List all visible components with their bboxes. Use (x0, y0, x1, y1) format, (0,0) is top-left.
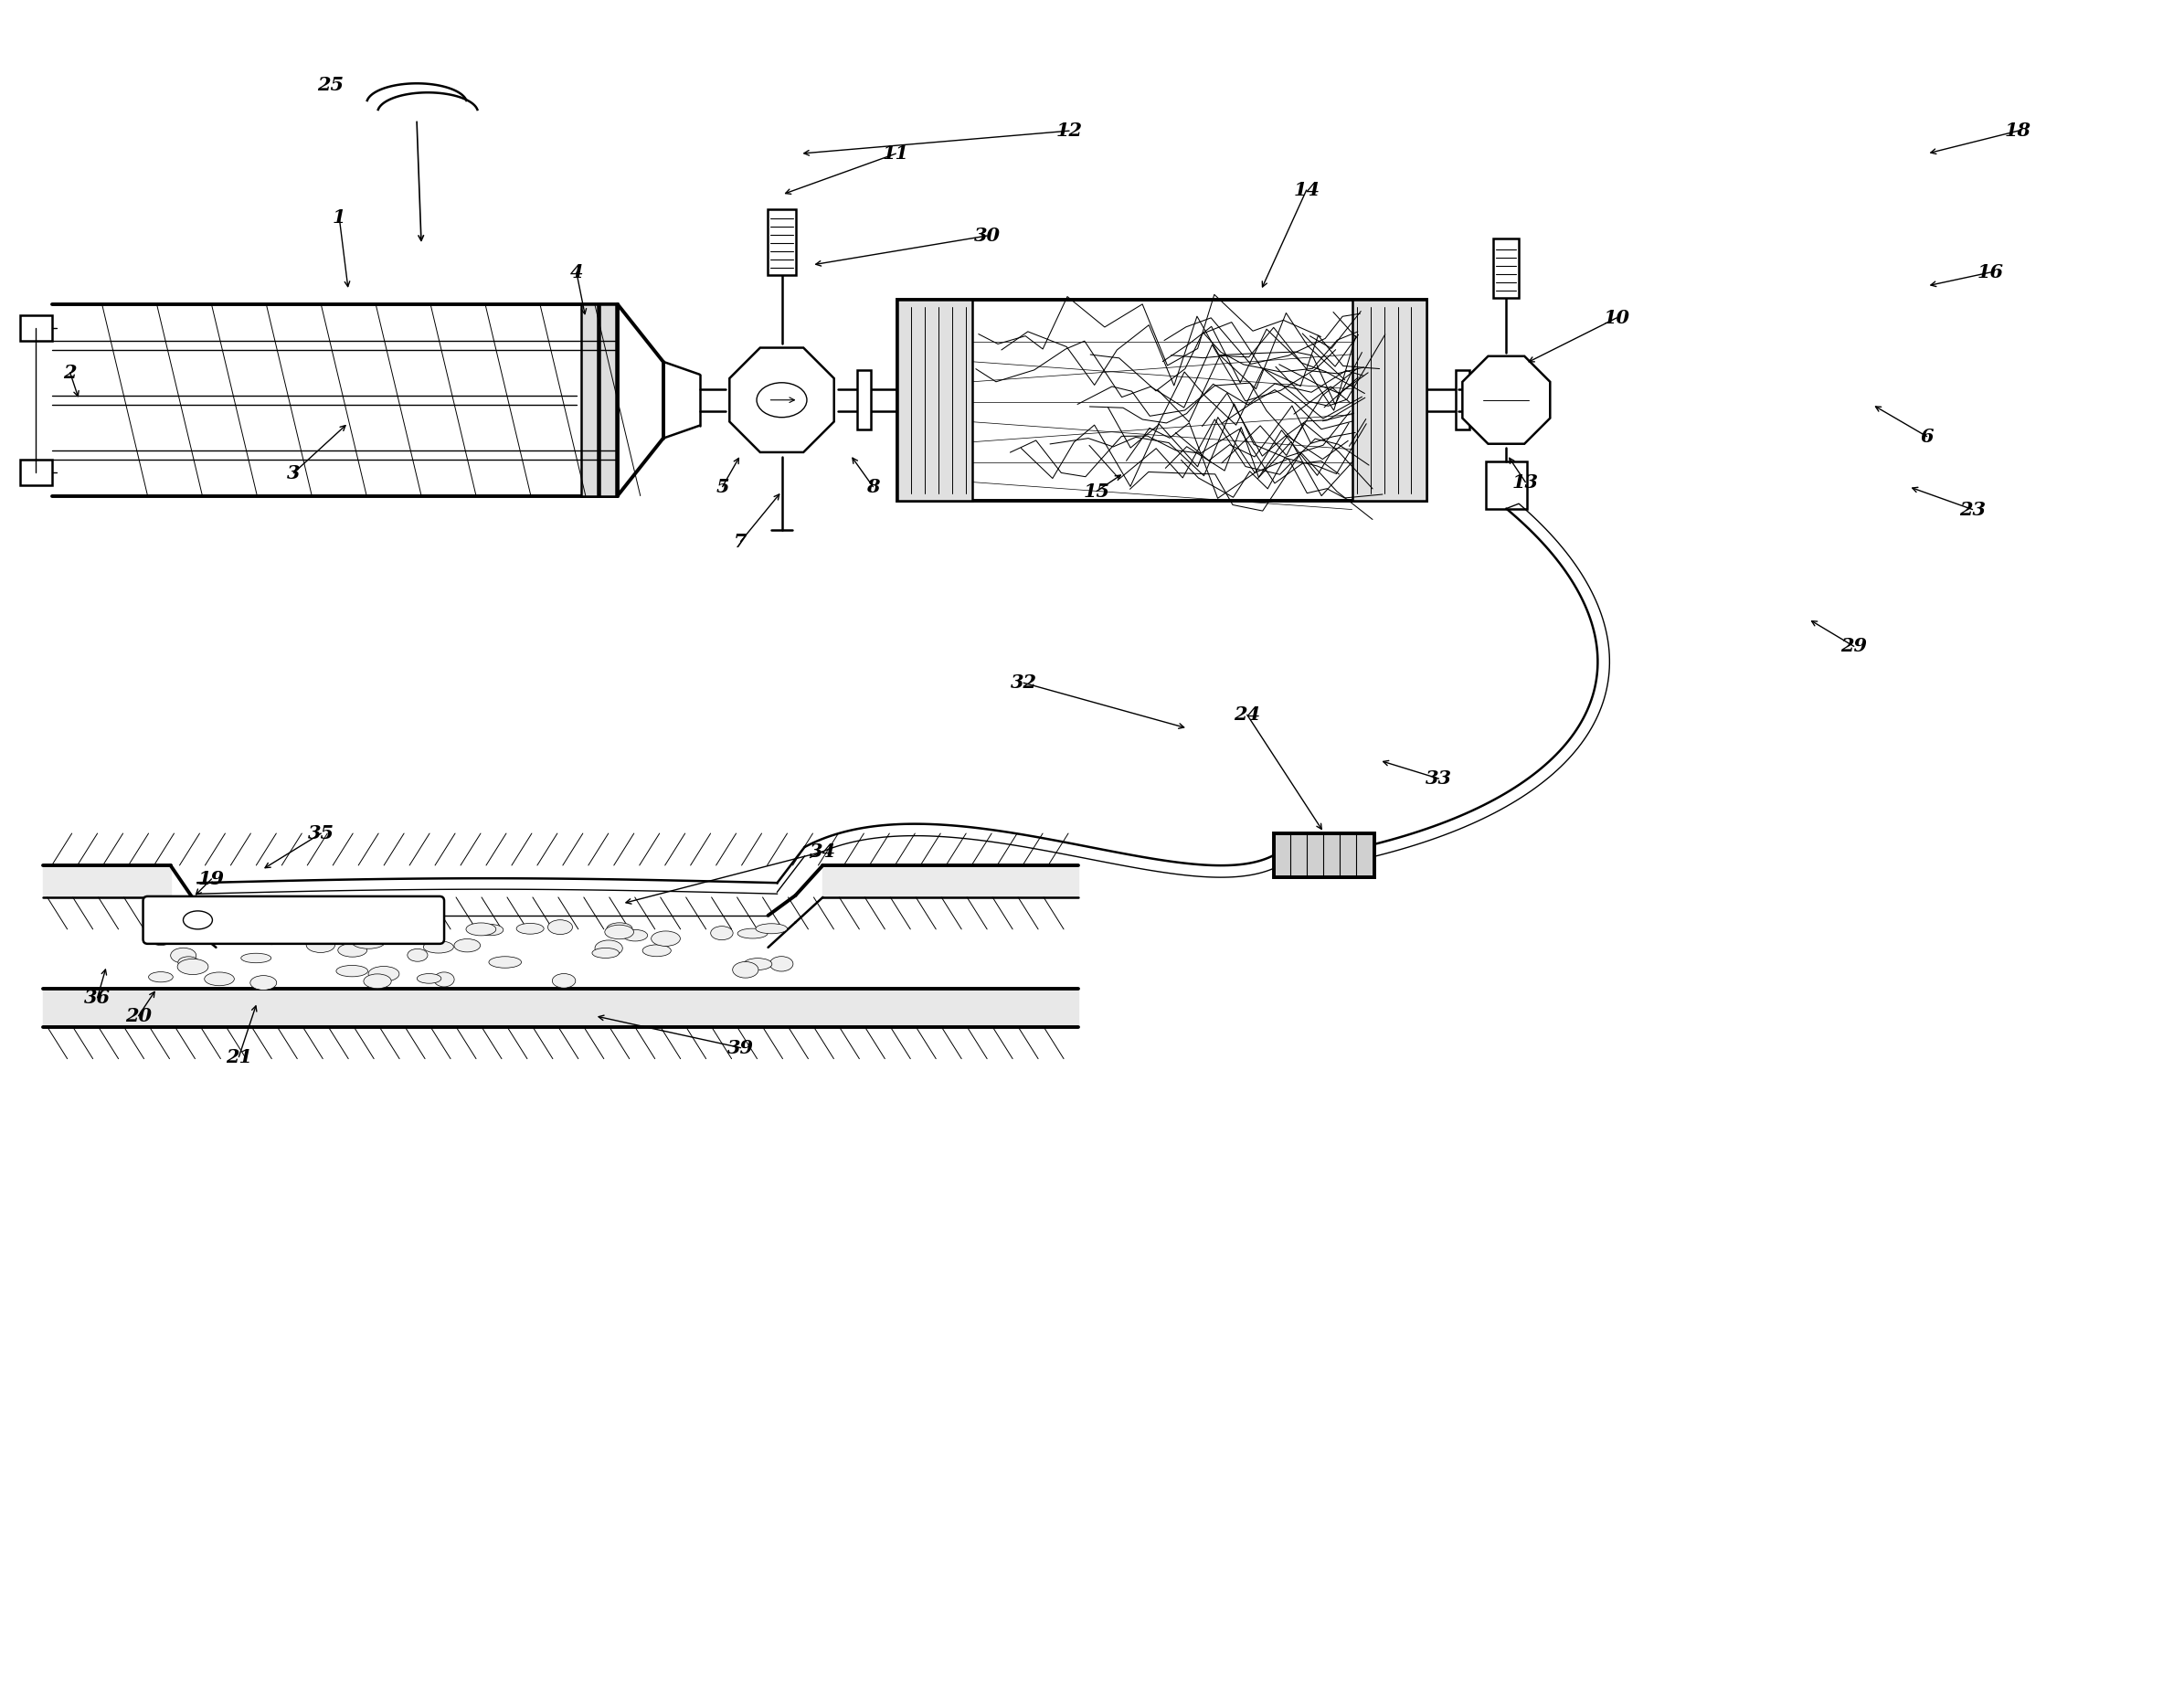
Ellipse shape (594, 940, 622, 957)
Text: 24: 24 (1234, 706, 1260, 723)
Ellipse shape (183, 911, 212, 930)
Text: 29: 29 (1841, 638, 1867, 655)
Ellipse shape (756, 382, 806, 418)
Ellipse shape (424, 942, 454, 954)
Ellipse shape (339, 943, 367, 957)
Text: 32: 32 (1011, 674, 1037, 693)
Ellipse shape (738, 928, 767, 938)
Ellipse shape (548, 920, 572, 935)
Ellipse shape (251, 976, 277, 989)
Ellipse shape (417, 974, 441, 983)
Ellipse shape (336, 966, 367, 976)
Text: 25: 25 (317, 77, 343, 94)
FancyBboxPatch shape (144, 896, 443, 943)
Text: 8: 8 (867, 478, 880, 496)
Polygon shape (1463, 357, 1551, 444)
Bar (581, 304, 598, 496)
Text: 20: 20 (124, 1007, 151, 1025)
Text: 21: 21 (225, 1047, 251, 1066)
Text: 19: 19 (199, 870, 225, 889)
Text: 6: 6 (1920, 426, 1933, 445)
Ellipse shape (363, 974, 391, 988)
Ellipse shape (179, 957, 199, 967)
Bar (598, 304, 616, 496)
Text: 36: 36 (85, 988, 111, 1007)
Ellipse shape (225, 921, 258, 937)
Ellipse shape (642, 945, 670, 957)
Text: 30: 30 (974, 227, 1000, 246)
Ellipse shape (435, 972, 454, 986)
Text: 1: 1 (332, 208, 345, 227)
Ellipse shape (465, 923, 496, 935)
Ellipse shape (756, 923, 786, 933)
Text: 12: 12 (1055, 121, 1083, 140)
Ellipse shape (515, 923, 544, 935)
Ellipse shape (651, 931, 679, 947)
Ellipse shape (149, 972, 173, 983)
Ellipse shape (352, 935, 384, 949)
Bar (1485, 461, 1527, 508)
Text: 35: 35 (308, 824, 334, 843)
Bar (1273, 834, 1374, 877)
Text: 3: 3 (286, 464, 299, 483)
Polygon shape (729, 348, 834, 452)
Bar (20, 316, 52, 341)
Text: 14: 14 (1293, 181, 1319, 200)
Ellipse shape (553, 974, 577, 988)
Ellipse shape (622, 930, 646, 942)
Ellipse shape (769, 957, 793, 971)
Ellipse shape (177, 959, 207, 974)
Ellipse shape (170, 949, 197, 964)
Bar (1457, 370, 1470, 430)
Bar (1494, 239, 1520, 299)
Text: 7: 7 (734, 532, 747, 551)
Text: 15: 15 (1083, 483, 1109, 500)
Ellipse shape (260, 931, 284, 945)
Text: 4: 4 (570, 263, 583, 281)
Ellipse shape (489, 957, 522, 967)
Text: 2: 2 (63, 363, 76, 382)
Ellipse shape (408, 949, 428, 962)
Ellipse shape (478, 925, 502, 935)
Text: 10: 10 (1603, 309, 1629, 328)
Ellipse shape (454, 938, 480, 952)
Ellipse shape (607, 923, 633, 935)
Ellipse shape (710, 926, 734, 940)
Ellipse shape (306, 937, 334, 952)
Text: 11: 11 (882, 145, 909, 162)
Bar (20, 459, 52, 485)
Bar (898, 300, 972, 500)
Ellipse shape (592, 949, 618, 959)
Text: 39: 39 (727, 1039, 753, 1058)
Ellipse shape (240, 954, 271, 962)
Text: 33: 33 (1426, 769, 1452, 788)
Ellipse shape (743, 959, 771, 971)
Bar (767, 210, 797, 275)
Ellipse shape (732, 962, 758, 978)
Text: 18: 18 (2005, 121, 2031, 140)
Ellipse shape (149, 931, 173, 945)
Bar (858, 370, 871, 430)
Ellipse shape (369, 966, 400, 981)
Text: 23: 23 (1959, 500, 1985, 519)
Bar (1273, 834, 1374, 877)
Ellipse shape (205, 972, 234, 986)
Text: 34: 34 (810, 843, 836, 862)
Text: 5: 5 (716, 478, 729, 496)
Ellipse shape (605, 925, 633, 938)
Bar (898, 300, 1426, 500)
Text: 16: 16 (1977, 263, 2005, 281)
Bar (1352, 300, 1426, 500)
Text: 13: 13 (1511, 473, 1540, 491)
